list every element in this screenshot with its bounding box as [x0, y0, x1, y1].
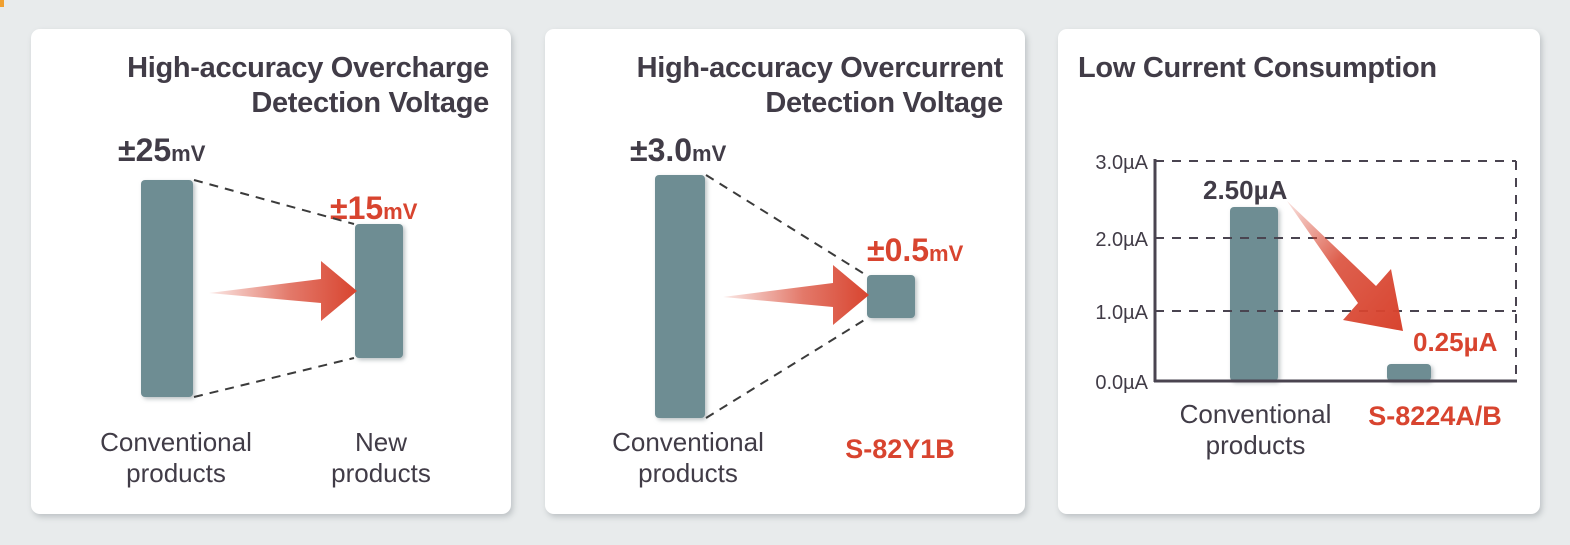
new-bar-overcharge [355, 224, 403, 358]
corner-marker [0, 0, 4, 7]
conventional-label-overcurrent: Conventional products [612, 427, 764, 488]
conventional-bar-overcurrent [655, 175, 705, 418]
chart-bar-s8224 [1387, 364, 1431, 381]
new-label-overcharge: New products [331, 427, 431, 488]
improvement-arrow-icon [209, 261, 357, 321]
new-label-overcurrent: S-82Y1B [845, 434, 955, 464]
connector-line-bottom [193, 357, 355, 398]
y-tick-label-2: 2.0µA [1095, 229, 1148, 251]
panel-overcurrent-detection-voltage: High-accuracy Overcurrent Detection Volt… [545, 29, 1025, 514]
chart-value-label-conventional: 2.50µA [1203, 175, 1288, 205]
y-tick-label-0: 0.0µA [1095, 372, 1148, 394]
y-tick-label-1: 1.0µA [1095, 302, 1148, 324]
conventional-value-overcurrent: ±3.0mV [630, 132, 727, 168]
new-value-overcurrent: ±0.5mV [867, 232, 964, 268]
connector-line-top [705, 174, 867, 276]
panel-title-overcurrent: High-accuracy Overcurrent Detection Volt… [636, 52, 1004, 119]
conventional-value-overcharge: ±25mV [118, 132, 206, 168]
new-value-overcharge: ±15mV [330, 190, 418, 226]
improvement-arrow-icon [723, 265, 869, 325]
y-tick-label-3: 3.0µA [1095, 152, 1148, 174]
panel-title-low-current: Low Current Consumption [1078, 52, 1437, 84]
conventional-bar-overcharge [141, 180, 193, 397]
chart-bar-conventional [1230, 207, 1278, 381]
connector-line-bottom [705, 318, 867, 419]
chart-value-label-s8224: 0.25µA [1413, 327, 1498, 357]
panel-title-overcharge: High-accuracy Overcharge Detection Volta… [127, 52, 489, 119]
chart-x-label-conventional: Conventional products [1179, 399, 1332, 460]
panel-overcharge-detection-voltage: High-accuracy Overcharge Detection Volta… [31, 29, 511, 514]
chart-x-label-s8224: S-8224A/B [1368, 401, 1502, 431]
reduction-arrow-icon [1287, 201, 1403, 331]
new-bar-overcurrent [867, 275, 915, 318]
panel-low-current-consumption: Low Current Consumption 3.0µA 2.0µA 1.0µ… [1058, 29, 1540, 514]
conventional-label-overcharge: Conventional products [100, 427, 252, 488]
